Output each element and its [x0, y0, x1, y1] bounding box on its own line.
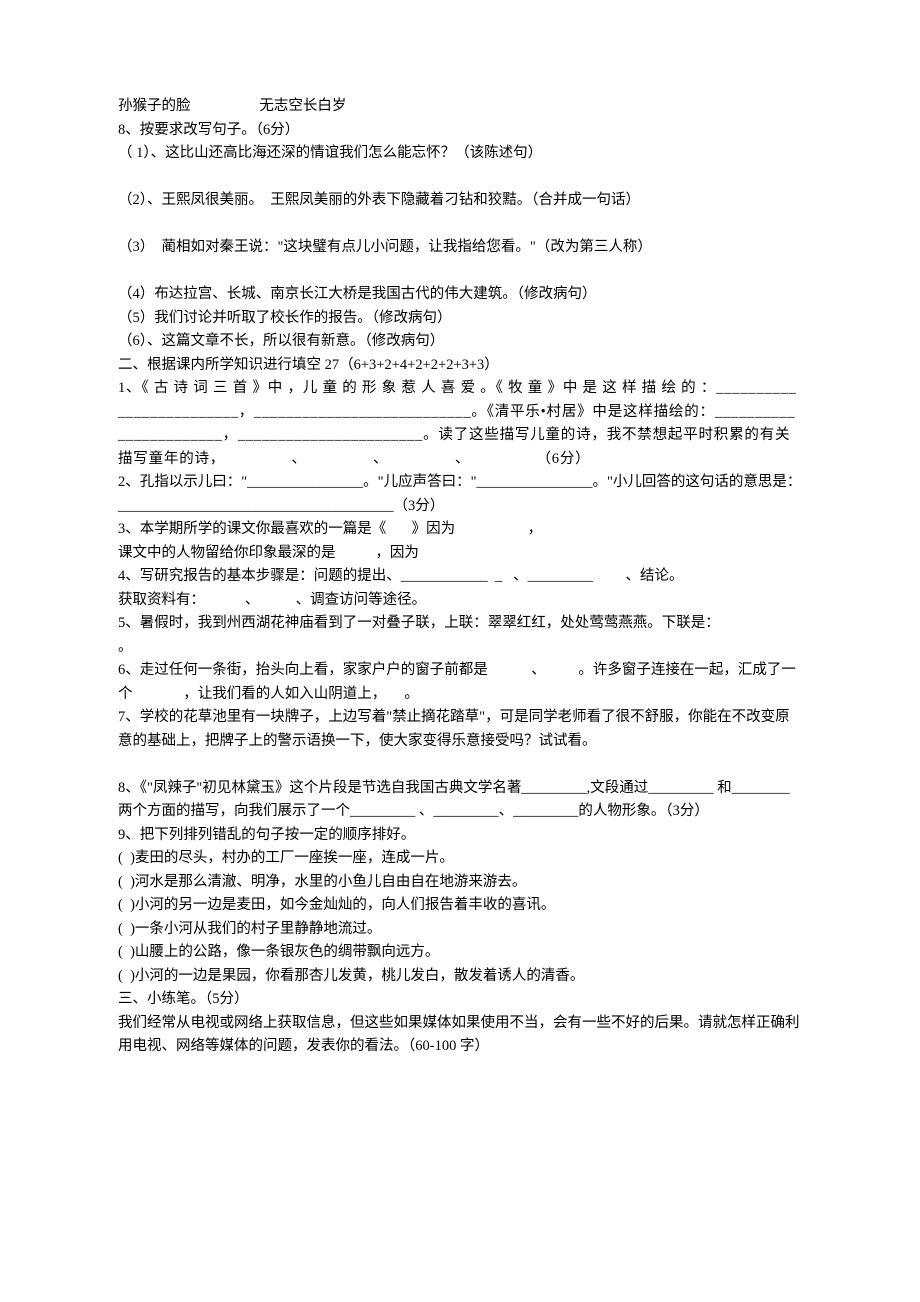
text-line: 获取资料有： 、 、调查访问等途径。: [118, 589, 802, 613]
text-line: 2、孔指以示儿曰："________________。"儿应声答曰："_____…: [118, 471, 802, 518]
text-line: 三、小练笔。（5分）: [118, 988, 802, 1012]
text-line: 课文中的人物留给你印象最深的是 ，因为: [118, 542, 802, 566]
text-line: 8、《"凤辣子"初见林黛玉》这个片段是节选自我国古典文学名著_________,…: [118, 777, 802, 824]
text-line: 6、走过任何一条街，抬头向上看，家家户户的窗子前都是 、 。许多窗子连接在一起，…: [118, 659, 802, 706]
text-line: ( )小河的另一边是麦田，如今金灿灿的，向人们报告着丰收的喜讯。: [118, 894, 802, 918]
blank-line: [118, 166, 802, 190]
text-line: （2）、王熙凤很美丽。 王熙凤美丽的外表下隐藏着刁钻和狡黠。（合并成一句话）: [118, 189, 802, 213]
text-line: ( )一条小河从我们的村子里静静地流过。: [118, 918, 802, 942]
text-line: ( )河水是那么清澈、明净，水里的小鱼儿自由自在地游来游去。: [118, 871, 802, 895]
text-line: ( )小河的一边是果园，你看那杏儿发黄，桃儿发白，散发着诱人的清香。: [118, 965, 802, 989]
text-line: 孙猴子的脸 无志空长白岁: [118, 95, 802, 119]
text-line: 二、根据课内所学知识进行填空 27（6+3+2+4+2+2+2+3+3）: [118, 354, 802, 378]
text-line: 9、把下列排列错乱的句子按一定的顺序排好。: [118, 824, 802, 848]
text-line: 3、本学期所学的课文你最喜欢的一篇是《 》因为 ，: [118, 518, 802, 542]
text-line: 8、按要求改写句子。（6分）: [118, 119, 802, 143]
text-line: （3） 蔺相如对秦王说："这块璧有点儿小问题，让我指给您看。"（改为第三人称）: [118, 236, 802, 260]
text-line: 7、学校的花草池里有一块牌子，上边写着"禁止摘花踏草"，可是同学老师看了很不舒服…: [118, 706, 802, 753]
document-body: 孙猴子的脸 无志空长白岁 8、按要求改写句子。（6分） （ 1）、这比山还高比海…: [118, 95, 802, 1059]
text-line: ( )山腰上的公路，像一条银灰色的绸带飘向远方。: [118, 941, 802, 965]
text-line: （4）布达拉宫、长城、南京长江大桥是我国古代的伟大建筑。（修改病句）: [118, 283, 802, 307]
text-line: 5、暑假时，我到州西湖花神庙看到了一对叠子联，上联：翠翠红红，处处莺莺燕燕。下联…: [118, 612, 802, 659]
text-line: （5）我们讨论并听取了校长作的报告。（修改病句）: [118, 307, 802, 331]
text-line: （6）、这篇文章不长，所以很有新意。（修改病句）: [118, 330, 802, 354]
blank-line: [118, 260, 802, 284]
text-line: （ 1）、这比山还高比海还深的情谊我们怎么能忘怀？（该陈述句）: [118, 142, 802, 166]
text-line: 1、《 古 诗 词 三 首 》中 ，儿 童 的 形 象 惹 人 喜 爱 。《 牧…: [118, 377, 802, 471]
blank-line: [118, 213, 802, 237]
blank-line: [118, 753, 802, 777]
text-line: 4、写研究报告的基本步骤是：问题的提出、____________ _ 、____…: [118, 565, 802, 589]
text-line: ( )麦田的尽头，村办的工厂一座挨一座，连成一片。: [118, 847, 802, 871]
text-line: 我们经常从电视或网络上获取信息，但这些如果媒体如果使用不当，会有一些不好的后果。…: [118, 1012, 802, 1059]
